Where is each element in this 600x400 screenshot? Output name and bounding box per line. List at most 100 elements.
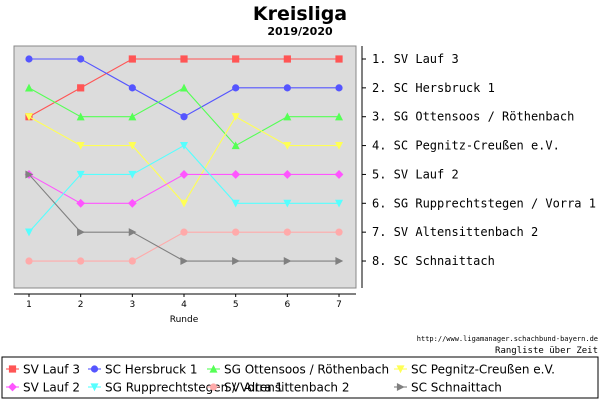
- data-point: [128, 141, 137, 150]
- series-layer: [24, 55, 344, 266]
- ranking-label: 7. SV Altensittenbach 2: [372, 225, 538, 239]
- data-point: [231, 170, 241, 179]
- legend-marker: [8, 382, 17, 392]
- plot-area: [13, 45, 357, 289]
- legend-label: SC Schnaittach: [411, 381, 502, 395]
- data-point: [128, 170, 137, 179]
- legend-marker: [396, 383, 405, 391]
- data-point: [283, 55, 291, 63]
- data-point: [127, 198, 137, 208]
- ranking-label: 3. SG Ottensoos / Röthenbach: [372, 110, 574, 124]
- series-2: [25, 55, 343, 121]
- series-4: [25, 113, 344, 208]
- legend-item: SG Rupprechtstegen / Vorra 1: [88, 381, 283, 395]
- legend: SV Lauf 3 SC Hersbruck 1 SG Ottensoos / Rö…: [6, 363, 555, 395]
- data-point: [25, 55, 33, 63]
- data-point: [76, 141, 85, 150]
- data-point: [128, 257, 136, 265]
- data-point: [180, 83, 189, 92]
- final-ranking: 1. SV Lauf 3 2. SC Hersbruck 1 3. SG Otten…: [362, 52, 596, 268]
- chart-title: Kreisliga: [253, 3, 347, 25]
- ranking-label: 6. SG Rupprechtstegen / Vorra 1: [372, 196, 596, 210]
- chart-subtitle: 2019/2020: [267, 25, 333, 38]
- data-point: [231, 141, 240, 150]
- x-tick-label: 3: [129, 300, 135, 310]
- series-6: [25, 141, 344, 237]
- legend-marker: [209, 364, 218, 373]
- x-tick-label: 6: [284, 300, 290, 310]
- data-point: [77, 55, 85, 63]
- data-point: [283, 84, 291, 92]
- data-point: [232, 228, 240, 236]
- data-point: [77, 84, 85, 92]
- legend-marker: [90, 383, 99, 392]
- series-8: [25, 170, 344, 266]
- series-3: [25, 83, 344, 150]
- legend-item: SV Lauf 2: [6, 381, 80, 395]
- legend-marker: [209, 383, 218, 391]
- data-point: [180, 228, 188, 236]
- data-point: [128, 55, 136, 63]
- data-point: [231, 113, 240, 121]
- chart-caption: Rangliste über Zeit: [495, 346, 598, 356]
- data-point: [283, 228, 291, 236]
- ranking-label: 1. SV Lauf 3: [372, 52, 459, 66]
- data-point: [128, 112, 137, 121]
- legend-label: SV Altensittenbach 2: [224, 381, 349, 395]
- x-tick-label: 7: [336, 300, 342, 310]
- data-point: [25, 113, 33, 121]
- legend-label: SC Hersbruck 1: [105, 363, 198, 377]
- data-point: [335, 141, 344, 150]
- x-tick-label: 5: [233, 300, 239, 310]
- data-point: [77, 257, 85, 265]
- legend-item: SC Schnaittach: [394, 381, 502, 395]
- data-point: [231, 199, 240, 208]
- data-point: [232, 257, 240, 266]
- data-point: [335, 257, 344, 266]
- legend-label: SV Lauf 2: [23, 381, 80, 395]
- x-axis-label: Runde: [170, 315, 199, 325]
- data-point: [77, 228, 85, 237]
- source-url[interactable]: http://www.ligamanager.schachbund-bayern…: [417, 335, 598, 343]
- ranking-label: 2. SC Hersbruck 1: [372, 81, 495, 95]
- data-point: [179, 170, 189, 179]
- data-point: [25, 257, 33, 265]
- data-point: [25, 228, 33, 237]
- legend-item: SC Hersbruck 1: [88, 363, 198, 377]
- data-point: [335, 112, 344, 121]
- data-point: [180, 113, 188, 121]
- legend-label: SG Rupprechtstegen / Vorra 1: [105, 381, 283, 395]
- ranking-label: 8. SC Schnaittach: [372, 254, 495, 268]
- x-tick-label: 2: [78, 300, 84, 310]
- legend-item: SG Ottensoos / Röthenbach: [207, 363, 389, 377]
- x-tick-label: 1: [26, 300, 32, 310]
- legend-marker: [90, 365, 99, 373]
- data-point: [76, 170, 85, 179]
- data-point: [334, 170, 344, 179]
- data-point: [283, 199, 292, 208]
- data-point: [232, 55, 240, 63]
- data-point: [335, 84, 343, 92]
- data-point: [180, 199, 189, 208]
- legend-item: SV Altensittenbach 2: [207, 381, 349, 395]
- data-point: [76, 112, 85, 121]
- data-point: [335, 55, 343, 63]
- data-point: [283, 141, 292, 150]
- data-point: [283, 112, 292, 121]
- legend-label: SV Lauf 3: [23, 363, 80, 377]
- series-7: [25, 228, 343, 265]
- data-point: [282, 170, 292, 179]
- ranking-label: 5. SV Lauf 2: [372, 167, 459, 181]
- data-point: [180, 141, 189, 150]
- data-point: [180, 257, 189, 266]
- data-point: [283, 257, 292, 266]
- legend-box: [1, 356, 599, 399]
- data-point: [335, 199, 344, 208]
- legend-label: SG Ottensoos / Röthenbach: [224, 363, 389, 377]
- data-point: [335, 228, 343, 236]
- data-point: [25, 170, 34, 179]
- data-point: [25, 83, 33, 92]
- axes: 1 2 3 4 5 6 7: [14, 46, 363, 310]
- data-point: [232, 84, 240, 92]
- data-point: [180, 55, 188, 63]
